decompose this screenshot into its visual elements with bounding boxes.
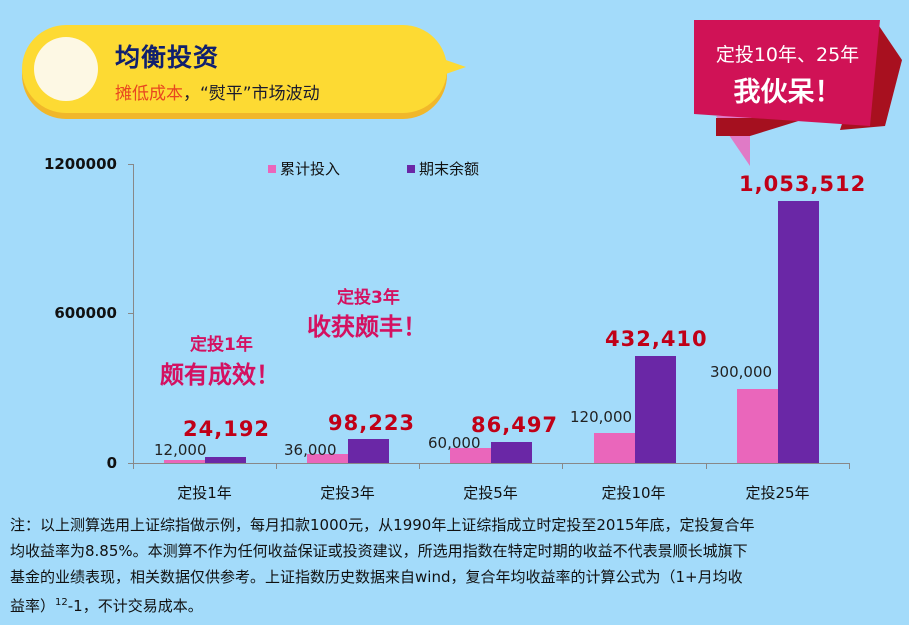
callout-year3-line1: 定投3年 (337, 288, 400, 308)
bar-label-balance: 24,192 (183, 417, 271, 441)
legend-swatch-pink (268, 164, 276, 173)
y-tick-label: 600000 (54, 304, 117, 322)
x-tick-mark (133, 463, 134, 469)
bar-cumulative-10y (594, 433, 635, 463)
x-tick-mark (419, 463, 420, 469)
x-tick-mark (562, 463, 563, 469)
bar-balance-3y (348, 439, 389, 463)
y-axis (133, 164, 134, 464)
y-tick-mark (128, 164, 133, 165)
x-category-label: 定投5年 (463, 484, 518, 502)
x-tick-mark (706, 463, 707, 469)
bar-label-cumulative: 12,000 (154, 441, 207, 459)
callout-year1-line2: 颇有成效！ (160, 361, 280, 389)
ribbon-line1: 定投10年、25年 (715, 44, 860, 66)
footnote-superscript: 12 (55, 597, 68, 608)
bar-balance-1y (205, 457, 246, 463)
callout-year1-line1: 定投1年 (190, 335, 253, 355)
bar-label-balance: 432,410 (605, 327, 708, 351)
footnote-line: 注：以上测算选用上证综指做示例，每月扣款1000元，从1990年上证综指成立时定… (10, 516, 755, 534)
x-category-label: 定投10年 (601, 484, 666, 502)
banner-circle-icon (34, 37, 98, 101)
footnote-text: 益率） (10, 597, 56, 615)
ribbon-banner-icon (694, 20, 902, 166)
x-category-label: 定投25年 (745, 484, 810, 502)
bar-label-balance: 98,223 (328, 411, 416, 435)
bar-cumulative-25y (737, 389, 778, 463)
banner-tail (440, 58, 466, 76)
bar-balance-25y (778, 201, 819, 463)
x-axis (128, 463, 850, 464)
footnote-line: 均收益率为8.85%。本测算不作为任何收益保证或投资建议，所选用指数在特定时期的… (10, 542, 748, 560)
x-tick-mark (849, 463, 850, 469)
bar-label-cumulative: 36,000 (284, 441, 337, 459)
footnote-line: 基金的业绩表现，相关数据仅供参考。上证指数历史数据来自wind，复合年均收益率的… (10, 568, 743, 586)
ribbon-line2: 我伙呆！ (733, 77, 842, 108)
legend-item-cumulative: 累计投入 (268, 158, 340, 179)
bar-label-cumulative: 60,000 (428, 434, 481, 452)
legend-item-ending-balance: 期末余额 (407, 158, 479, 179)
footnote: 注：以上测算选用上证综指做示例，每月扣款1000元，从1990年上证综指成立时定… (10, 512, 900, 619)
bar-label-cumulative: 300,000 (710, 363, 773, 381)
bar-cumulative-5y (450, 448, 491, 463)
callout-year3-line2: 收获颇丰！ (307, 313, 427, 341)
banner-title: 均衡投资 (115, 43, 220, 72)
y-tick-label: 0 (106, 454, 117, 472)
footnote-line: 益率）12-1，不计交易成本。 (10, 590, 900, 619)
bar-label-balance: 1,053,512 (739, 172, 867, 196)
bar-cumulative-1y (164, 460, 205, 463)
footnote-text: -1，不计交易成本。 (67, 597, 203, 615)
banner-subtitle-highlight: 摊低成本 (115, 84, 183, 104)
y-tick-label: 1200000 (43, 155, 117, 173)
legend-label: 期末余额 (419, 160, 480, 178)
x-category-label: 定投3年 (320, 484, 375, 502)
bar-balance-5y (491, 442, 532, 463)
bar-label-cumulative: 120,000 (570, 408, 633, 426)
bar-cumulative-3y (307, 454, 348, 463)
bar-label-balance: 86,497 (471, 413, 559, 437)
x-category-label: 定投1年 (177, 484, 232, 502)
y-tick-mark (128, 313, 133, 314)
x-tick-mark (276, 463, 277, 469)
banner-subtitle-rest: ，“熨平”市场波动 (183, 84, 320, 104)
legend-label: 累计投入 (280, 160, 341, 178)
bar-balance-10y (635, 356, 676, 463)
legend-swatch-purple (407, 164, 415, 173)
banner-subtitle: 摊低成本，“熨平”市场波动 (115, 79, 320, 104)
